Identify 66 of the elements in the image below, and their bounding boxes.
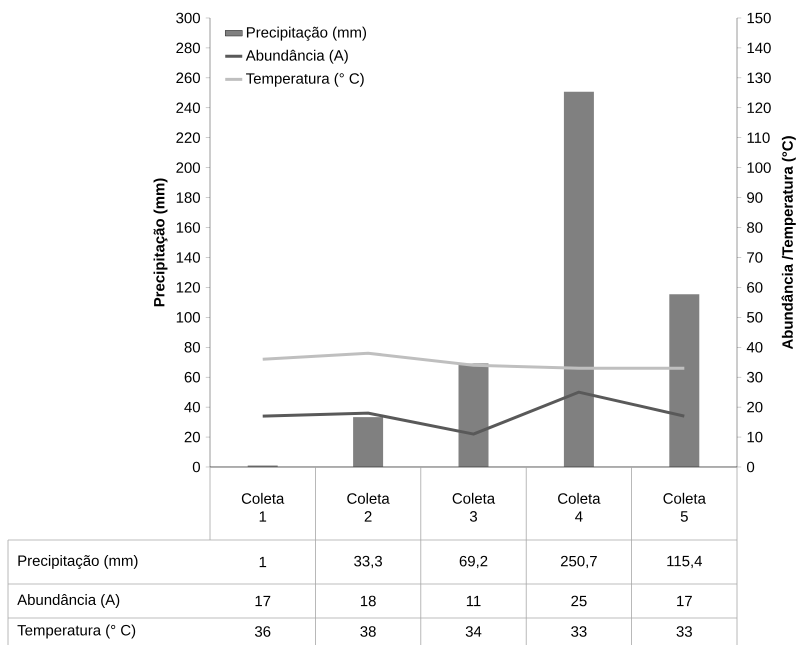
y-tick-label: 260 — [176, 72, 200, 83]
y2-tick-label: 0 — [747, 462, 754, 472]
line-series — [261, 390, 686, 436]
y-tick-label: 200 — [176, 162, 200, 173]
data-label: 38 — [360, 626, 376, 637]
y-tick-label: 80 — [184, 342, 200, 352]
y2-tick-label: 40 — [746, 342, 762, 352]
y-tick-label: 20 — [184, 432, 200, 442]
y2-tick-label: 150 — [748, 12, 771, 24]
data-label: 33,3 — [354, 556, 382, 568]
legend-label: Precipitação (mm) — [246, 26, 366, 40]
y-tick-label: 100 — [176, 312, 200, 322]
y2-axis-title: Abundância /Temperatura (°C) — [782, 136, 796, 349]
y2-tick-label: 60 — [747, 282, 762, 292]
y2-tick-label: 110 — [748, 132, 770, 143]
data-label: 34 — [466, 626, 482, 637]
text: Temperatura (° C) — [18, 624, 136, 638]
bar — [564, 92, 594, 467]
data-label: 17 — [256, 596, 270, 606]
legend-label: Abundância (A) — [246, 50, 348, 64]
bar — [669, 294, 700, 467]
data-label: 18 — [360, 596, 376, 606]
x-tick-label: Coleta 1 — [242, 492, 284, 522]
data-label: 33 — [571, 626, 587, 637]
y2-tick-label: 120 — [748, 102, 771, 113]
data-label: 115,4 — [667, 556, 702, 568]
y2-tick-label: 10 — [748, 432, 762, 442]
y2-tick-label: 140 — [748, 42, 771, 54]
y-tick-label: 40 — [184, 402, 200, 412]
bar — [458, 363, 489, 467]
y-tick-label: 0 — [192, 462, 200, 472]
bar — [353, 416, 384, 467]
y2-tick-label: 90 — [747, 192, 762, 203]
x-tick-label: Coleta 2 — [347, 492, 390, 522]
y2-tick-label: 130 — [748, 72, 771, 83]
y2-tick-label: 80 — [747, 222, 762, 233]
y-tick-label: 180 — [176, 192, 200, 203]
y-tick-label: 120 — [176, 282, 200, 292]
data-label: 250,7 — [560, 556, 597, 568]
data-label: 36 — [254, 626, 270, 637]
text: Abundância (A) — [17, 594, 120, 608]
y-tick-label: 300 — [176, 12, 200, 24]
x-tick-label: Coleta 4 — [558, 492, 600, 522]
y2-tick-label: 20 — [747, 402, 762, 412]
y2-tick-label: 50 — [747, 312, 762, 322]
data-label: 11 — [466, 596, 481, 606]
data-label: 25 — [571, 596, 587, 606]
y-tick-label: 220 — [176, 132, 200, 143]
y2-tick-label: 30 — [747, 372, 762, 382]
y-tick-label: 240 — [176, 102, 200, 113]
text: Precipitação (mm) — [18, 554, 138, 569]
data-label: 33 — [676, 626, 692, 637]
legend-label: Temperatura (° C) — [246, 72, 364, 87]
y-axis-title: Precipitação (mm) — [154, 178, 168, 306]
line-series — [261, 352, 686, 370]
y-tick-label: 140 — [176, 252, 200, 263]
y-tick-label: 60 — [184, 372, 200, 382]
y2-tick-label: 70 — [747, 252, 762, 263]
x-tick-label: Coleta 3 — [452, 492, 496, 522]
y2-tick-label: 100 — [748, 162, 771, 173]
data-label: 17 — [677, 596, 692, 606]
y-tick-label: 280 — [176, 42, 200, 54]
data-label: 69,2 — [460, 556, 488, 568]
x-tick-label: Coleta 5 — [663, 492, 706, 522]
data-label: 1 — [260, 556, 266, 567]
y-tick-label: 160 — [176, 222, 200, 233]
